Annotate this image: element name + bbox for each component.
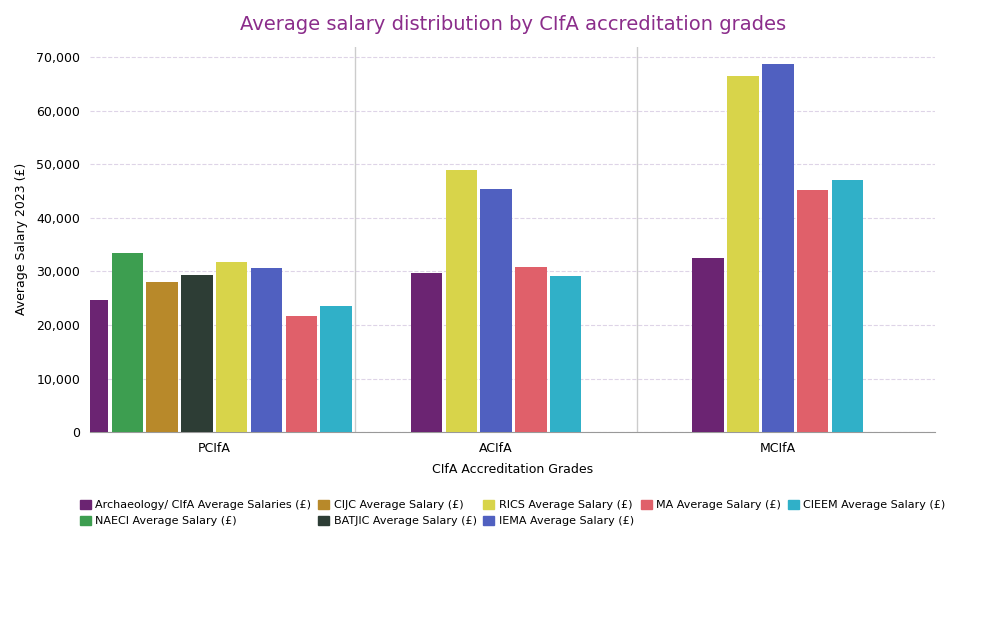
X-axis label: CIfA Accreditation Grades: CIfA Accreditation Grades: [432, 463, 593, 476]
Bar: [77, 300, 108, 432]
Y-axis label: Average Salary 2023 (£): Average Salary 2023 (£): [15, 163, 28, 315]
Bar: [216, 262, 247, 432]
Bar: [286, 316, 317, 432]
Bar: [446, 170, 477, 432]
Bar: [181, 275, 213, 432]
Legend: Archaeology/ CIfA Average Salaries (£), NAECI Average Salary (£), CIJC Average S: Archaeology/ CIfA Average Salaries (£), …: [75, 496, 950, 531]
Bar: [320, 306, 352, 432]
Title: Average salary distribution by CIfA accreditation grades: Average salary distribution by CIfA accr…: [240, 15, 786, 34]
Bar: [550, 276, 581, 432]
Bar: [251, 267, 282, 432]
Bar: [797, 190, 828, 432]
Bar: [727, 76, 759, 432]
Bar: [832, 180, 863, 432]
Bar: [762, 64, 794, 432]
Bar: [480, 188, 512, 432]
Bar: [515, 267, 547, 432]
Bar: [411, 273, 442, 432]
Bar: [146, 282, 178, 432]
Bar: [692, 258, 724, 432]
Bar: [112, 253, 143, 432]
